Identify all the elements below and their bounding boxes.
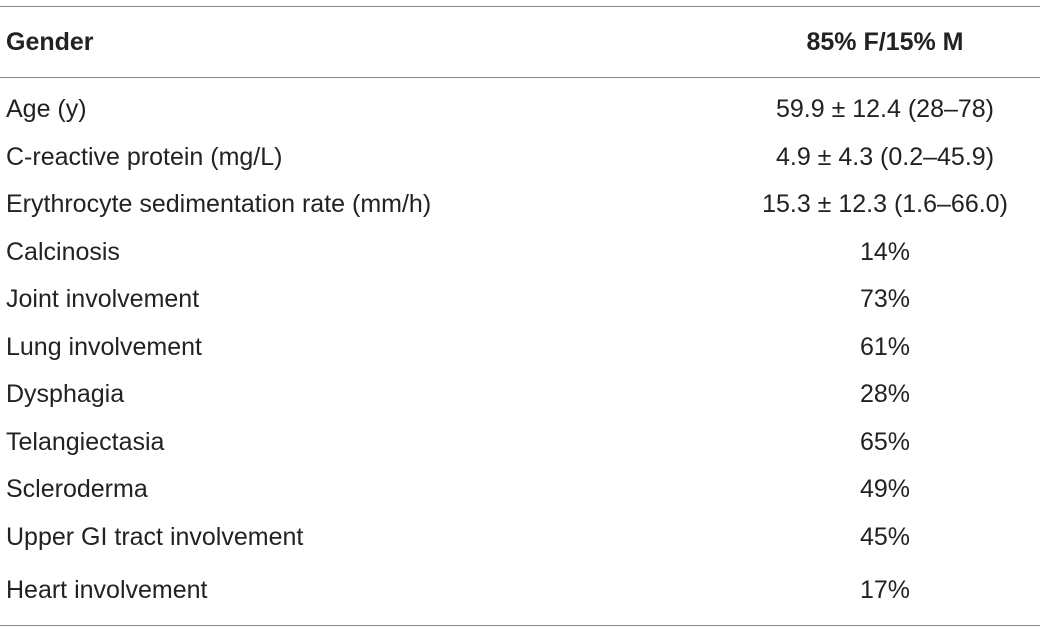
table-row-joint: Joint involvement 73% bbox=[0, 276, 1040, 324]
header-value-gender: 85% F/15% M bbox=[806, 27, 964, 56]
table-row-lung: Lung involvement 61% bbox=[0, 324, 1040, 372]
patient-characteristics-table: Gender 85% F/15% M Age (y) 59.9 ± 12.4 (… bbox=[0, 6, 1040, 626]
row-label: Dysphagia bbox=[6, 380, 125, 409]
row-label: Upper GI tract involvement bbox=[6, 522, 304, 551]
table-row-telangiectasia: Telangiectasia 65% bbox=[0, 419, 1040, 467]
row-label: C-reactive protein (mg/L) bbox=[6, 142, 283, 171]
table-row-scleroderma: Scleroderma 49% bbox=[0, 466, 1040, 514]
row-value: 59.9 ± 12.4 (28–78) bbox=[775, 95, 995, 124]
row-label: Heart involvement bbox=[6, 575, 208, 604]
table-row-age: Age (y) 59.9 ± 12.4 (28–78) bbox=[0, 78, 1040, 134]
header-label-gender: Gender bbox=[6, 27, 94, 56]
patient-characteristics-table-container: Gender 85% F/15% M Age (y) 59.9 ± 12.4 (… bbox=[0, 6, 1040, 626]
table-row-upper-gi: Upper GI tract involvement 45% bbox=[0, 514, 1040, 562]
table-row-esr: Erythrocyte sedimentation rate (mm/h) 15… bbox=[0, 181, 1040, 229]
header-row: Gender 85% F/15% M bbox=[0, 6, 1040, 78]
row-value: 14% bbox=[859, 237, 911, 266]
row-value: 28% bbox=[859, 380, 911, 409]
row-value: 65% bbox=[859, 427, 911, 456]
table-body: Age (y) 59.9 ± 12.4 (28–78) C-reactive p… bbox=[0, 78, 1040, 626]
row-label: Telangiectasia bbox=[6, 427, 165, 456]
row-value: 73% bbox=[859, 285, 911, 314]
row-label: Lung involvement bbox=[6, 332, 202, 361]
row-value: 15.3 ± 12.3 (1.6–66.0) bbox=[762, 190, 1008, 219]
row-label: Joint involvement bbox=[6, 285, 200, 314]
row-label: Scleroderma bbox=[6, 475, 148, 504]
table-row-calcinosis: Calcinosis 14% bbox=[0, 229, 1040, 277]
row-label: Erythrocyte sedimentation rate (mm/h) bbox=[6, 190, 432, 219]
table-row-heart: Heart involvement 17% bbox=[0, 561, 1040, 626]
table-row-dysphagia: Dysphagia 28% bbox=[0, 371, 1040, 419]
table-header: Gender 85% F/15% M bbox=[0, 6, 1040, 78]
table-row-crp: C-reactive protein (mg/L) 4.9 ± 4.3 (0.2… bbox=[0, 134, 1040, 182]
row-value: 61% bbox=[859, 332, 911, 361]
row-value: 17% bbox=[859, 575, 911, 604]
row-value: 4.9 ± 4.3 (0.2–45.9) bbox=[775, 142, 995, 171]
row-label: Calcinosis bbox=[6, 237, 120, 266]
row-value: 45% bbox=[859, 522, 911, 551]
row-value: 49% bbox=[859, 475, 911, 504]
row-label: Age (y) bbox=[6, 95, 87, 124]
